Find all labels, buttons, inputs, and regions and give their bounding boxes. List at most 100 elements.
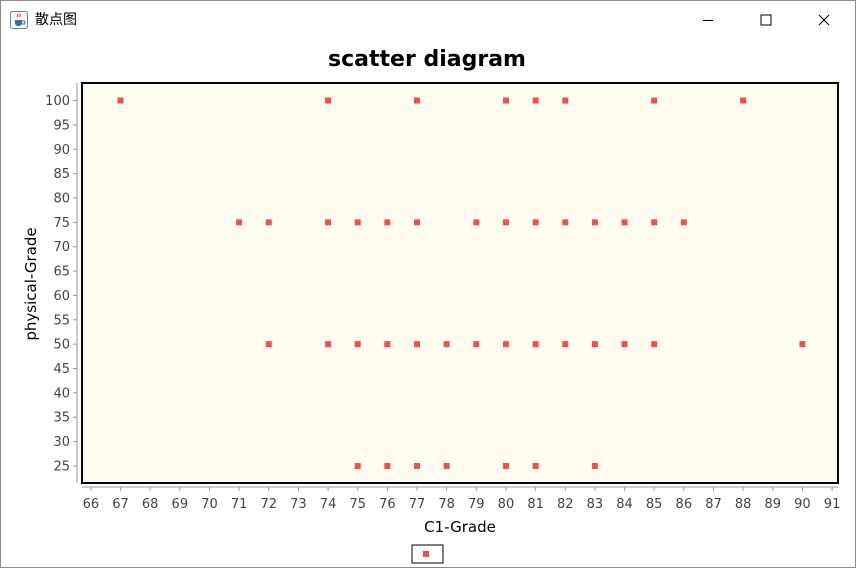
data-point — [562, 97, 569, 104]
data-point — [562, 341, 569, 348]
x-tick-label: 87 — [705, 497, 722, 512]
y-tick-label: 60 — [53, 289, 70, 304]
data-point — [443, 341, 450, 348]
x-tick-label: 74 — [320, 497, 337, 512]
data-point — [502, 341, 509, 348]
y-tick-label: 85 — [53, 167, 70, 182]
legend-marker — [423, 551, 429, 557]
y-tick-label: 35 — [53, 411, 70, 426]
data-point — [443, 462, 450, 469]
y-tick-label: 45 — [53, 362, 70, 377]
y-tick-label: 30 — [53, 435, 70, 450]
x-tick-label: 83 — [587, 497, 604, 512]
minimize-button[interactable] — [679, 1, 737, 39]
data-point — [532, 219, 539, 226]
data-point — [117, 97, 124, 104]
data-point — [354, 219, 361, 226]
x-tick-label: 69 — [172, 497, 189, 512]
maximize-button[interactable] — [737, 1, 795, 39]
x-tick-label: 73 — [290, 497, 307, 512]
data-point — [591, 462, 598, 469]
maximize-icon — [760, 14, 772, 26]
y-tick-label: 100 — [45, 94, 70, 109]
data-point — [651, 219, 658, 226]
java-coffee-cup-icon — [10, 11, 28, 29]
y-tick-label: 95 — [53, 118, 70, 133]
data-point — [414, 462, 421, 469]
x-tick-label: 84 — [616, 497, 633, 512]
data-point — [532, 341, 539, 348]
x-axis: 66 67 68 69 70 71 72 73 74 75 76 77 78 79 80 81 82 83 84 85… — [82, 486, 841, 512]
data-point — [502, 219, 509, 226]
y-tick-label: 70 — [53, 240, 70, 255]
data-point — [354, 462, 361, 469]
plot-area — [81, 82, 839, 484]
data-point — [562, 219, 569, 226]
y-tick-label: 50 — [53, 338, 70, 353]
data-point — [325, 341, 332, 348]
x-tick-label: 79 — [468, 497, 485, 512]
data-point — [265, 219, 272, 226]
x-tick-label: 89 — [765, 497, 782, 512]
close-button[interactable] — [795, 1, 853, 39]
data-point — [325, 219, 332, 226]
data-point — [621, 341, 628, 348]
close-icon — [818, 14, 830, 26]
x-tick-label: 68 — [142, 497, 159, 512]
x-tick-label: 85 — [646, 497, 663, 512]
data-point — [384, 219, 391, 226]
y-axis-label: physical-Grade — [22, 227, 40, 340]
data-point — [236, 219, 243, 226]
x-tick-label: 80 — [498, 497, 515, 512]
data-point — [740, 97, 747, 104]
data-point — [265, 341, 272, 348]
data-point — [354, 341, 361, 348]
data-point — [414, 341, 421, 348]
y-tick-label: 65 — [53, 265, 70, 280]
x-tick-label: 86 — [676, 497, 693, 512]
scatter-chart: scatter diagram 25 30 35 40 45 50 55 60 65 70 75 80… — [22, 47, 841, 564]
x-tick-label: 66 — [83, 497, 100, 512]
data-point — [384, 341, 391, 348]
chart-panel: scatter diagram 25 30 35 40 45 50 55 60 65 70 75 80… — [2, 39, 854, 566]
x-tick-label: 71 — [231, 497, 248, 512]
x-tick-label: 67 — [112, 497, 129, 512]
x-tick-label: 76 — [379, 497, 396, 512]
data-point — [325, 97, 332, 104]
x-tick-label: 78 — [438, 497, 455, 512]
data-point — [591, 341, 598, 348]
x-tick-label: 72 — [261, 497, 278, 512]
x-tick-label: 75 — [349, 497, 366, 512]
data-points — [117, 97, 806, 469]
window-title: 散点图 — [35, 12, 77, 28]
x-tick-label: 70 — [201, 497, 218, 512]
data-point — [384, 462, 391, 469]
title-bar[interactable]: 散点图 — [1, 1, 855, 39]
data-point — [502, 97, 509, 104]
data-point — [473, 219, 480, 226]
y-tick-label: 75 — [53, 216, 70, 231]
x-tick-label: 77 — [409, 497, 426, 512]
data-point — [651, 341, 658, 348]
y-tick-label: 90 — [53, 143, 70, 158]
data-point — [680, 219, 687, 226]
data-point — [473, 341, 480, 348]
legend — [411, 544, 444, 564]
y-tick-label: 80 — [53, 191, 70, 206]
x-tick-label: 90 — [794, 497, 811, 512]
data-point — [532, 462, 539, 469]
chart-title: scatter diagram — [328, 47, 526, 72]
x-tick-label: 91 — [824, 497, 841, 512]
data-point — [621, 219, 628, 226]
x-tick-label: 82 — [557, 497, 574, 512]
data-point — [502, 462, 509, 469]
x-tick-label: 81 — [527, 497, 544, 512]
y-axis: 25 30 35 40 45 50 55 60 65 70 75 80 85 90 95 100 — [45, 83, 78, 483]
y-tick-label: 55 — [53, 313, 70, 328]
y-tick-label: 40 — [53, 386, 70, 401]
data-point — [414, 219, 421, 226]
y-tick-label: 25 — [53, 459, 70, 474]
minimize-icon — [703, 20, 713, 21]
x-tick-label: 88 — [735, 497, 752, 512]
